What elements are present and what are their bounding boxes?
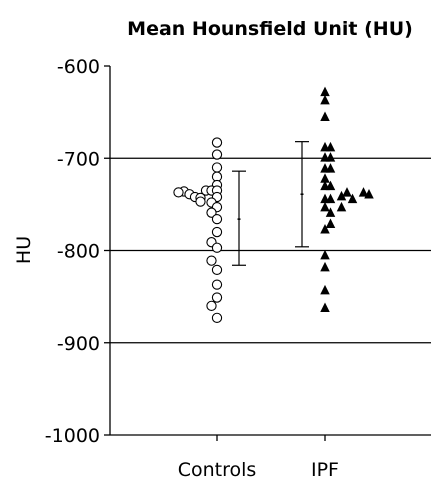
- y-axis-label: HU: [13, 236, 35, 264]
- data-point-control: [211, 242, 223, 253]
- data-point-ipf: [325, 163, 336, 173]
- data-point-control: [211, 292, 223, 303]
- data-point-ipf: [320, 111, 330, 121]
- data-point-ipf: [336, 201, 347, 212]
- data-point-control: [211, 213, 223, 225]
- x-axis-ticks: Controls IPF: [178, 435, 339, 481]
- chart-title: Mean Hounsfield Unit (HU): [127, 18, 413, 40]
- grid-lines: [110, 157, 431, 344]
- y-tick-label: -700: [57, 148, 100, 170]
- data-point-ipf: [325, 218, 336, 228]
- y-tick-label: -800: [57, 241, 100, 263]
- error-bars: [232, 141, 309, 266]
- data-point-ipf: [320, 261, 330, 272]
- data-point-ipf: [325, 141, 336, 152]
- y-tick-label: -600: [57, 56, 100, 78]
- data-point-ipf: [325, 207, 336, 217]
- data-point-control: [206, 300, 217, 311]
- data-point-ipf: [320, 249, 330, 260]
- data-point-control: [173, 187, 184, 198]
- data-point-ipf: [320, 284, 330, 295]
- data-point-ipf: [320, 201, 330, 212]
- data-point-ipf: [347, 193, 358, 204]
- data-point-control: [211, 226, 223, 238]
- data-point-control: [211, 264, 223, 276]
- data-points: [173, 86, 374, 323]
- data-point-ipf: [364, 188, 374, 199]
- y-tick-label: -1000: [45, 425, 100, 447]
- data-point-ipf: [320, 86, 330, 97]
- data-point-control: [211, 162, 223, 173]
- y-tick-label: -900: [57, 333, 100, 355]
- x-tick-label: Controls: [178, 459, 257, 481]
- data-point-ipf: [325, 193, 336, 204]
- data-point-ipf: [320, 173, 330, 183]
- data-point-ipf: [358, 187, 369, 197]
- data-point-ipf: [320, 224, 330, 234]
- data-point-control: [206, 207, 217, 218]
- data-point-control: [211, 279, 223, 290]
- data-point-ipf: [342, 187, 352, 197]
- data-point-ipf: [320, 302, 330, 312]
- x-tick-label: IPF: [311, 459, 339, 481]
- data-point-control: [211, 312, 223, 323]
- data-point-control: [206, 255, 217, 266]
- data-point-ipf: [325, 152, 336, 162]
- data-point-ipf: [325, 180, 336, 191]
- data-point-ipf: [336, 190, 347, 201]
- data-point-control: [195, 196, 206, 207]
- data-point-ipf: [320, 94, 330, 105]
- y-axis-ticks: -600 -700 -800 -900 -1000: [45, 56, 110, 447]
- data-point-control: [211, 149, 223, 160]
- data-point-control: [211, 137, 223, 148]
